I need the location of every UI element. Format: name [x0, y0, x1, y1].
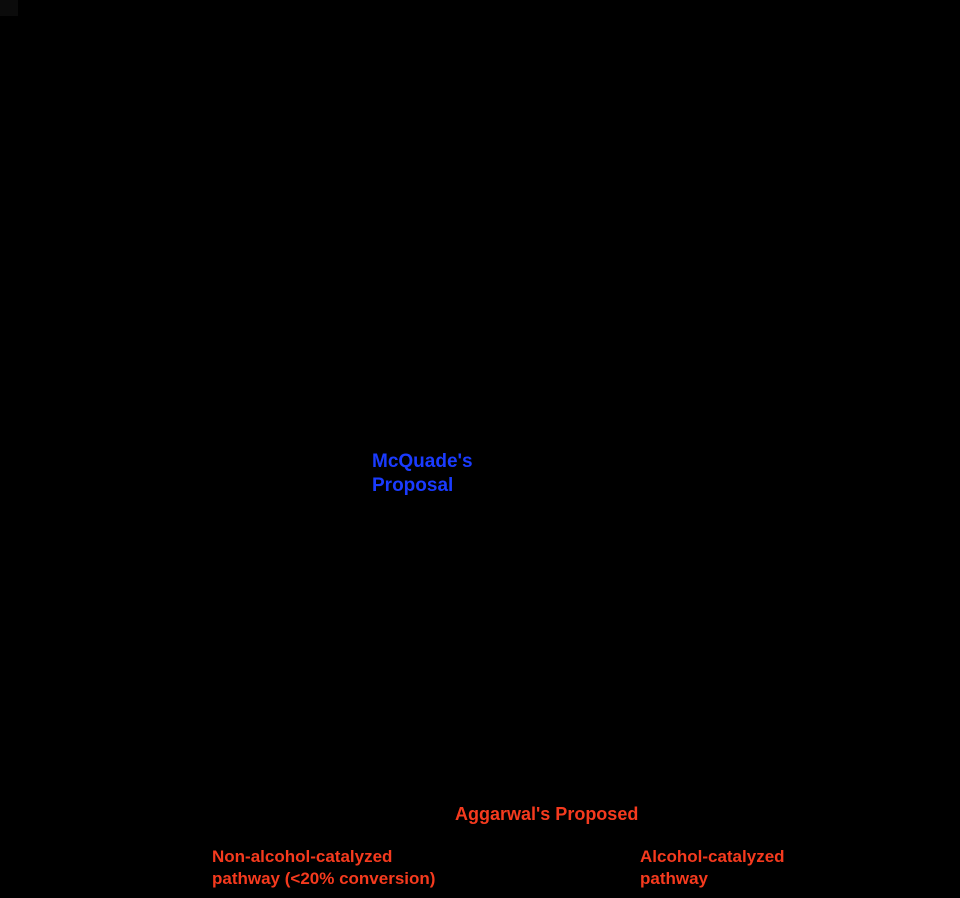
mcquade-proposal-line2: Proposal: [372, 475, 454, 496]
non-alcohol-pathway-label: Non-alcohol-catalyzed pathway (<20% conv…: [212, 846, 435, 890]
non-alcohol-pathway-line1: Non-alcohol-catalyzed: [212, 847, 393, 866]
aggarwal-proposed-label: Aggarwal's Proposed: [455, 804, 638, 824]
alcohol-pathway-line2: pathway: [640, 869, 709, 888]
alcohol-pathway-label: Alcohol-catalyzed pathway: [640, 846, 785, 890]
mcquade-proposal-line1: McQuade's: [372, 451, 473, 472]
alcohol-pathway-line1: Alcohol-catalyzed: [640, 847, 785, 866]
mcquade-proposal-label: McQuade's Proposal: [372, 450, 473, 498]
corner-artifact: [0, 0, 18, 16]
non-alcohol-pathway-line2: pathway (<20% conversion): [212, 869, 436, 888]
aggarwal-proposed-text: Aggarwal's Proposed: [455, 804, 639, 824]
